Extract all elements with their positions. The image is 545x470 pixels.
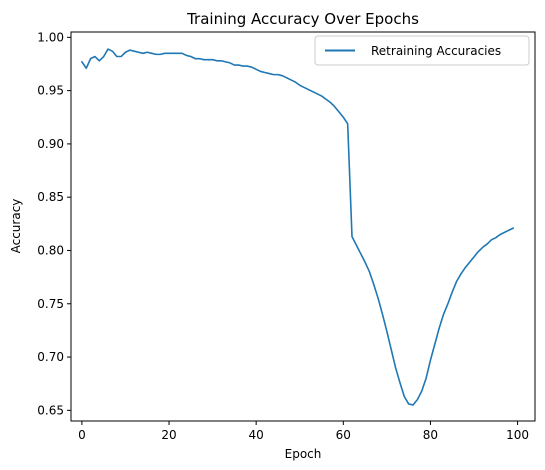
y-axis-label: Accuracy (9, 199, 23, 254)
y-tick-label: 1.00 (37, 30, 64, 44)
y-tick-label: 0.90 (37, 137, 64, 151)
x-axis-ticks: 0 20 40 60 80 100 (78, 421, 529, 442)
y-tick-label: 0.75 (37, 297, 64, 311)
x-tick-label: 60 (336, 428, 351, 442)
x-axis-label: Epoch (285, 447, 322, 461)
legend-entry-retraining-accuracies: Retraining Accuracies (371, 44, 501, 58)
y-tick-label: 0.70 (37, 350, 64, 364)
x-tick-label: 40 (249, 428, 264, 442)
y-tick-label: 0.80 (37, 243, 64, 257)
y-tick-label: 0.95 (37, 84, 64, 98)
x-tick-label: 20 (161, 428, 176, 442)
y-tick-label: 0.65 (37, 403, 64, 417)
x-tick-label: 80 (423, 428, 438, 442)
x-tick-label: 100 (506, 428, 529, 442)
y-tick-label: 0.85 (37, 190, 64, 204)
legend: Retraining Accuracies (314, 35, 530, 66)
plot-frame (70, 31, 536, 422)
y-axis-ticks: 0.65 0.70 0.75 0.80 0.85 0.90 0.95 1.00 (37, 30, 71, 417)
x-tick-label: 0 (78, 428, 86, 442)
series-line-retraining-accuracies (81, 48, 515, 406)
chart-title: Training Accuracy Over Epochs (186, 10, 419, 28)
plot-area: 0 20 40 60 80 100 0.65 0.70 0.75 0.80 0.85 0.90 0.9… (37, 30, 536, 442)
legend-box (314, 35, 530, 66)
